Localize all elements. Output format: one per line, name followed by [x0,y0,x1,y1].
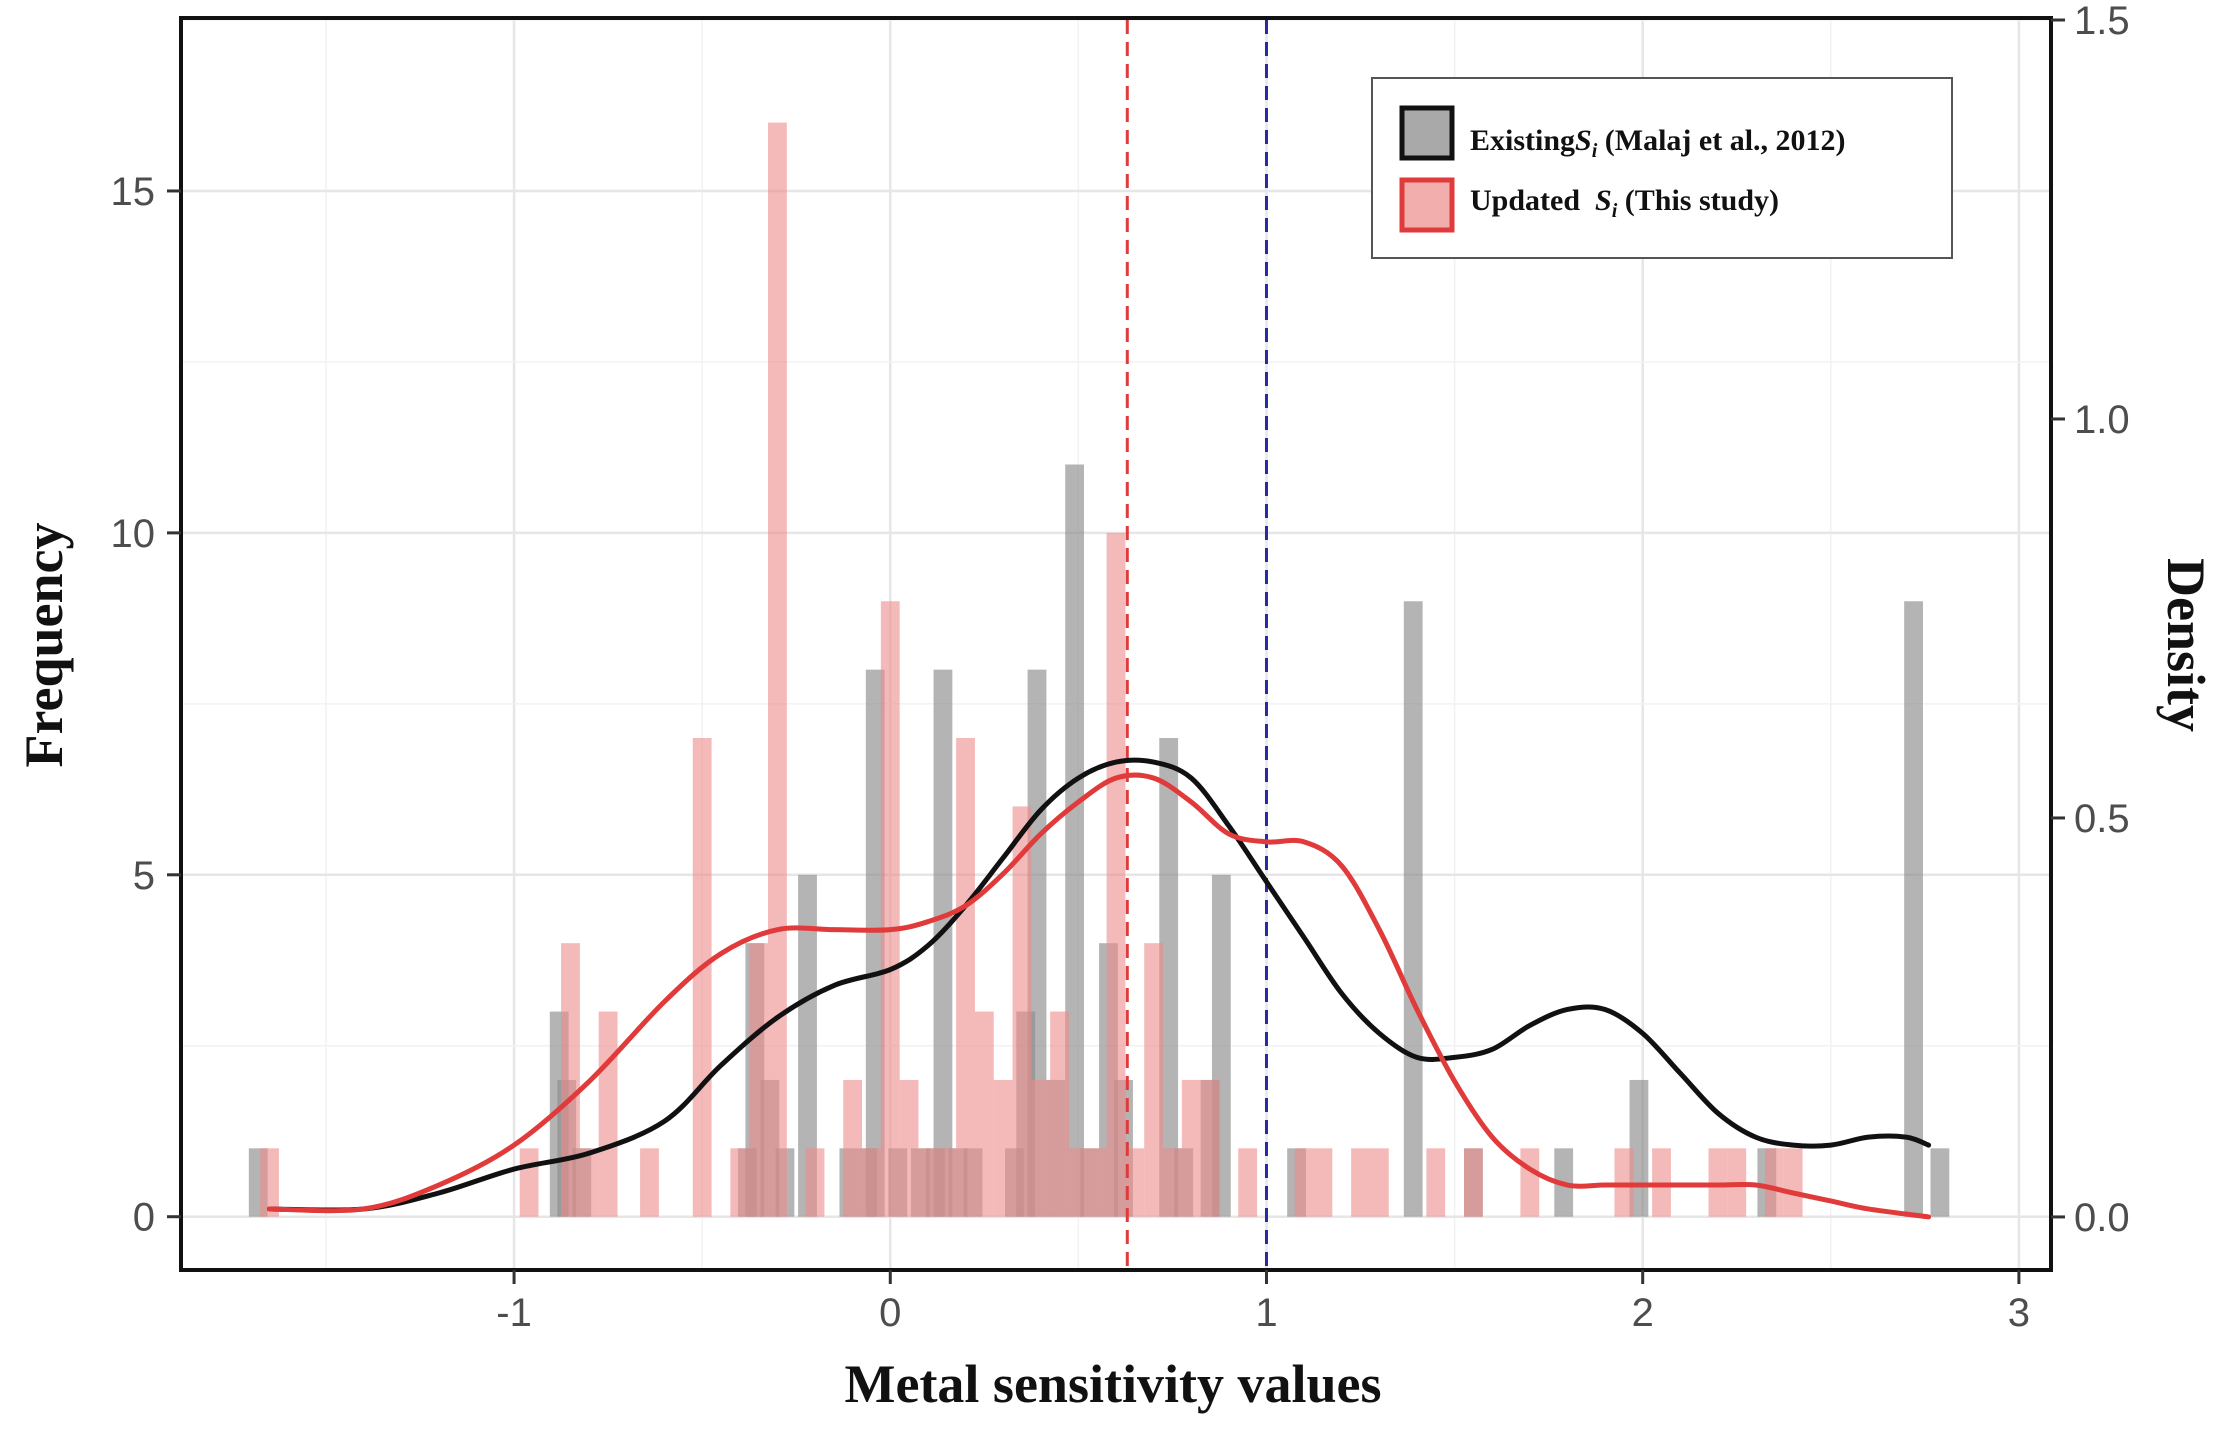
legend: ExistingSi (Malaj et al., 2012) Updated … [1371,77,1953,259]
histogram-bar [1068,1148,1088,1217]
y-tick-label: 0 [133,1196,155,1240]
histogram-bar [899,1079,919,1217]
histogram-bar [974,1011,994,1217]
histogram-bar [918,1148,938,1217]
histogram-bar [1463,1148,1483,1217]
histogram-bar [865,669,885,1217]
legend-label-existing: ExistingSi (Malaj et al., 2012) [1470,124,1846,162]
histogram-bar [579,1148,599,1217]
y2-tick-label: 0.5 [2074,797,2130,841]
density-curves [267,757,1932,1220]
histogram-bar [1012,806,1032,1217]
histogram-bar [1313,1148,1333,1217]
histogram-bar [1087,1148,1107,1217]
reference-lines [1125,20,1268,1268]
histogram-bar [993,1079,1013,1217]
histogram-bar [880,601,900,1217]
y-tick-label: 5 [133,854,155,898]
y2-tick-label: 1.0 [2074,398,2130,442]
y2-tick-label: 1.5 [2074,0,2130,43]
histogram-bar [843,1079,863,1217]
legend-box [1371,77,1953,259]
histogram-bar [598,1011,618,1217]
y2-axis-ticks: 0.0 0.5 1.0 1.5 [2051,0,2130,1240]
histogram-bar [1294,1148,1314,1217]
updated-bars [260,122,1803,1217]
histogram-bar [1426,1148,1446,1217]
x-axis-ticks: -1 0 1 2 3 [496,1270,2030,1335]
histogram-bar [260,1148,279,1217]
histogram-bar [1351,1148,1370,1217]
x-tick-label: 3 [2008,1291,2030,1335]
x-tick-label: -1 [496,1291,532,1335]
histogram-bar [798,874,817,1217]
histogram-bar [519,1148,539,1217]
plot-border [179,16,2053,1272]
histogram-bar [692,738,712,1217]
histogram-bar [956,738,975,1217]
histogram-bar [1520,1148,1540,1217]
histogram-bar [937,1148,957,1217]
x-tick-label: 2 [1632,1291,1654,1335]
histogram-bar [561,943,580,1217]
histogram-bar [1181,1079,1201,1217]
histogram-bar [1163,1148,1182,1217]
histogram-bar [1125,1148,1145,1217]
histogram-bar [1238,1148,1258,1217]
histogram-bar [1031,1079,1051,1217]
histogram-bar [1106,532,1126,1217]
histogram-bar [1144,943,1164,1217]
y-axis-title: Frequency [14,523,74,768]
histogram-bar [1065,464,1085,1217]
histogram-bar [1200,1079,1220,1217]
histogram-bar [1930,1148,1950,1217]
density-curve [267,757,1932,1213]
legend-swatch-updated [1399,177,1455,233]
histogram-bar [933,669,953,1217]
histogram-bar [805,1148,825,1217]
y2-tick-label: 0.0 [2074,1196,2130,1240]
density-curve [267,772,1932,1220]
x-axis-title: Metal sensitivity values [845,1354,1382,1414]
histogram-bar [640,1148,659,1217]
histogram-bar [730,1148,750,1217]
histogram-bar [1159,738,1179,1217]
y2-axis-title: Density [2156,558,2216,732]
histogram-bar [1403,601,1423,1217]
histogram-bar [1904,601,1923,1217]
y-axis-ticks: 0 5 10 15 [111,170,181,1240]
histogram-bar [1050,1011,1069,1217]
x-tick-label: 0 [879,1291,901,1335]
histogram-bar [862,1148,881,1217]
histogram-bar [1369,1148,1389,1217]
x-tick-label: 1 [1255,1291,1277,1335]
histogram-bar [1783,1148,1803,1217]
y-tick-label: 10 [111,512,156,556]
legend-label-updated: Updated Si (This study) [1470,184,1779,222]
histogram-bar [1764,1148,1784,1217]
histogram-bar [768,122,787,1217]
histogram-bar [749,943,769,1217]
legend-swatch-existing [1399,105,1455,161]
y-tick-label: 15 [111,170,156,214]
